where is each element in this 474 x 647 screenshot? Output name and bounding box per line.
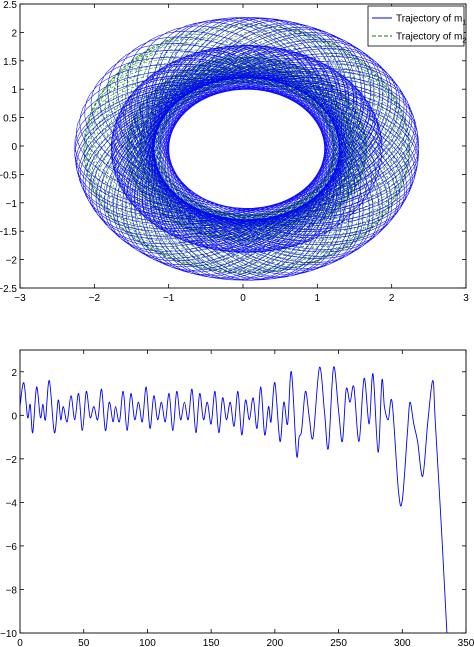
y-tick-label: 2 [11,368,17,379]
series-line [20,366,448,633]
x-tick-label: 1 [315,293,321,304]
y-tick-label: 2 [11,28,17,39]
y-tick-label: −1 [6,199,18,210]
x-tick-label: 0 [17,638,23,647]
axes-frame [19,3,467,289]
x-tick-label: −3 [14,293,26,304]
y-tick-label: −1.5 [0,227,17,238]
y-tick-label: −6 [6,542,18,553]
y-tick-label: −10 [0,629,17,640]
x-tick-label: 200 [267,638,284,647]
y-tick-label: 0.5 [3,114,17,125]
legend-box [367,5,465,47]
legend-subscript-2: 2 [462,38,466,45]
y-tick-label: −8 [6,585,18,596]
legend-label-2: Trajectory of m2 [396,32,466,45]
y-tick-label: −2.5 [0,284,17,295]
y-tick-label: 0 [11,142,17,153]
series-line-m1 [74,17,420,281]
y-tick-label: −2 [6,455,18,466]
time-series-plot: 0 50 100 150 200 250 300 350 −10 −8 −6 −4 −2 0 2 [0,349,474,647]
legend: Trajectory of m1 Trajectory of m2 [367,5,466,47]
x-tick-label: 300 [394,638,411,647]
series-line-m2 [83,23,411,274]
y-tick-label: 1.5 [3,57,17,68]
x-tick-label: 3 [463,293,469,304]
y-tick-label: 2.5 [3,0,17,11]
x-tick-label: −1 [163,293,175,304]
plot2-series-area [20,366,448,633]
y-tick-label: 0 [11,411,17,422]
x-tick-label: 350 [458,638,474,647]
y-tick-label: −2 [6,256,18,267]
plot1-series-area [74,17,420,281]
y-tick-label: 1 [11,85,17,96]
x-tick-label: 0 [240,293,246,304]
x-tick-label: −2 [89,293,101,304]
center-gap [223,128,263,164]
x-tick-label: 150 [203,638,220,647]
y-tick-label: −4 [6,498,18,509]
axes-frame [19,349,467,634]
x-tick-label: 100 [139,638,156,647]
x-tick-label: 50 [78,638,90,647]
x-tick-label: 2 [389,293,395,304]
legend-subscript-1: 1 [462,20,466,27]
legend-label-1: Trajectory of m1 [396,14,466,27]
y-tick-label: −0.5 [0,170,17,181]
x-tick-label: 250 [330,638,347,647]
trajectory-plot: −3 −2 −1 0 1 2 3 −2.5 −2 −1.5 −1 −0.5 0 0.5 1 1.5 2 2.5 Tr… [0,0,469,304]
